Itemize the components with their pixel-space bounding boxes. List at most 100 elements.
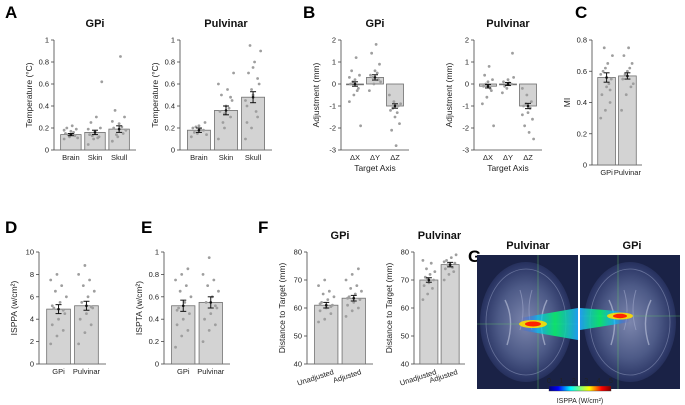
data-point xyxy=(486,80,490,84)
data-point xyxy=(245,104,249,108)
mean-point xyxy=(209,301,213,304)
data-point xyxy=(186,267,190,271)
data-point xyxy=(329,305,333,308)
data-point xyxy=(321,292,325,296)
data-point xyxy=(449,256,453,259)
x-tick-label: ΔZ xyxy=(523,153,533,162)
data-point xyxy=(218,110,222,113)
data-point xyxy=(483,73,487,77)
mean-point xyxy=(526,104,530,108)
data-point xyxy=(110,120,114,123)
data-point xyxy=(374,43,378,46)
x-tick-label: ΔY xyxy=(370,153,380,162)
data-point xyxy=(52,306,56,310)
data-point xyxy=(207,329,211,332)
x-tick-label: Pulvinar xyxy=(73,367,101,376)
data-point xyxy=(349,82,352,86)
data-point xyxy=(392,100,396,103)
y-tick-label: 10 xyxy=(26,248,34,257)
chart-panel-3: Pulvinar -3 -2 -1 0 1 2 Adjustment (mm) ΔX ΔY ΔZTa… xyxy=(444,18,542,173)
mean-point xyxy=(605,76,608,79)
data-point xyxy=(244,99,247,102)
panel-title: Pulvinar xyxy=(204,18,248,30)
data-point xyxy=(254,110,258,113)
y-tick-label: -2 xyxy=(329,124,336,133)
data-point xyxy=(502,80,505,84)
data-point xyxy=(65,126,69,130)
data-point xyxy=(115,133,118,137)
data-point xyxy=(318,302,322,306)
data-point xyxy=(55,334,59,338)
data-point xyxy=(443,267,447,271)
data-point xyxy=(621,77,625,81)
data-point xyxy=(527,131,531,134)
data-point xyxy=(347,76,351,79)
data-point xyxy=(453,261,457,265)
bar xyxy=(419,279,439,365)
y-tick-label: 70 xyxy=(401,276,409,285)
data-point xyxy=(367,89,371,92)
data-point xyxy=(116,135,120,139)
y-tick-label: 2 xyxy=(332,36,336,45)
x-tick-label: Pulvinar xyxy=(197,367,225,376)
y-tick-label: 0.2 xyxy=(577,129,587,138)
chart-panel-2: B GPi -3 -2 -1 0 1 2 Adjustment (mm) ΔX ΔY ΔZTarget… xyxy=(303,3,409,173)
y-axis-label: ISPTA (w/cm²) xyxy=(134,281,144,335)
bar xyxy=(241,96,265,151)
data-point xyxy=(602,46,606,50)
data-point xyxy=(352,93,356,97)
x-tick-label: Brain xyxy=(190,153,208,162)
data-point xyxy=(318,309,322,313)
colorbar-tick-label: 5 xyxy=(609,378,613,385)
data-point xyxy=(522,104,525,108)
colorbar-tick-label: 3 xyxy=(584,378,588,385)
y-tick-label: 0.4 xyxy=(165,102,175,111)
data-point xyxy=(119,55,122,58)
y-tick-label: 0 xyxy=(155,360,159,369)
data-point xyxy=(358,73,361,77)
mean-point xyxy=(251,95,255,99)
data-point xyxy=(69,129,73,133)
data-point xyxy=(482,84,485,88)
data-point xyxy=(256,115,260,119)
x-tick-label: Adjusted xyxy=(332,367,363,385)
data-point xyxy=(256,77,260,80)
data-point xyxy=(352,301,356,304)
pulvinar-image-title: Pulvinar xyxy=(506,240,550,252)
data-point xyxy=(94,115,98,119)
data-point xyxy=(215,306,219,310)
data-point xyxy=(61,329,65,332)
data-point xyxy=(509,82,513,86)
y-tick-label: 0.4 xyxy=(149,315,159,324)
mean-point xyxy=(57,307,60,311)
y-axis-label: ISPPA (w/cm²) xyxy=(9,281,19,336)
data-point xyxy=(317,320,320,324)
x-tick-label: GPi xyxy=(600,168,613,177)
data-point xyxy=(229,95,232,99)
data-point xyxy=(121,132,125,135)
y-tick-label: 0.6 xyxy=(39,80,49,89)
mean-point xyxy=(373,76,377,79)
chart-panel-7: F GPi 40 50 60 70 80 Distance to Target (mm) Una… xyxy=(258,218,373,388)
y-tick-label: 80 xyxy=(401,248,409,257)
data-point xyxy=(62,137,66,141)
data-point xyxy=(600,93,604,97)
data-point xyxy=(355,284,359,287)
y-tick-label: 0.8 xyxy=(577,36,587,45)
x-tick-label: ΔX xyxy=(350,153,360,162)
bar xyxy=(171,305,196,365)
panel-g: G Pulvinar GPi xyxy=(468,240,680,405)
data-point xyxy=(83,331,87,335)
data-point xyxy=(346,303,349,307)
data-point xyxy=(186,329,190,332)
data-point xyxy=(99,126,102,130)
data-point xyxy=(399,102,403,106)
data-point xyxy=(599,116,603,120)
gpi-image-title: GPi xyxy=(623,240,642,252)
mean-point xyxy=(353,82,357,86)
data-point xyxy=(250,126,253,130)
mean-point xyxy=(69,133,73,136)
data-point xyxy=(80,301,84,304)
data-point xyxy=(421,298,425,301)
data-point xyxy=(326,298,330,301)
